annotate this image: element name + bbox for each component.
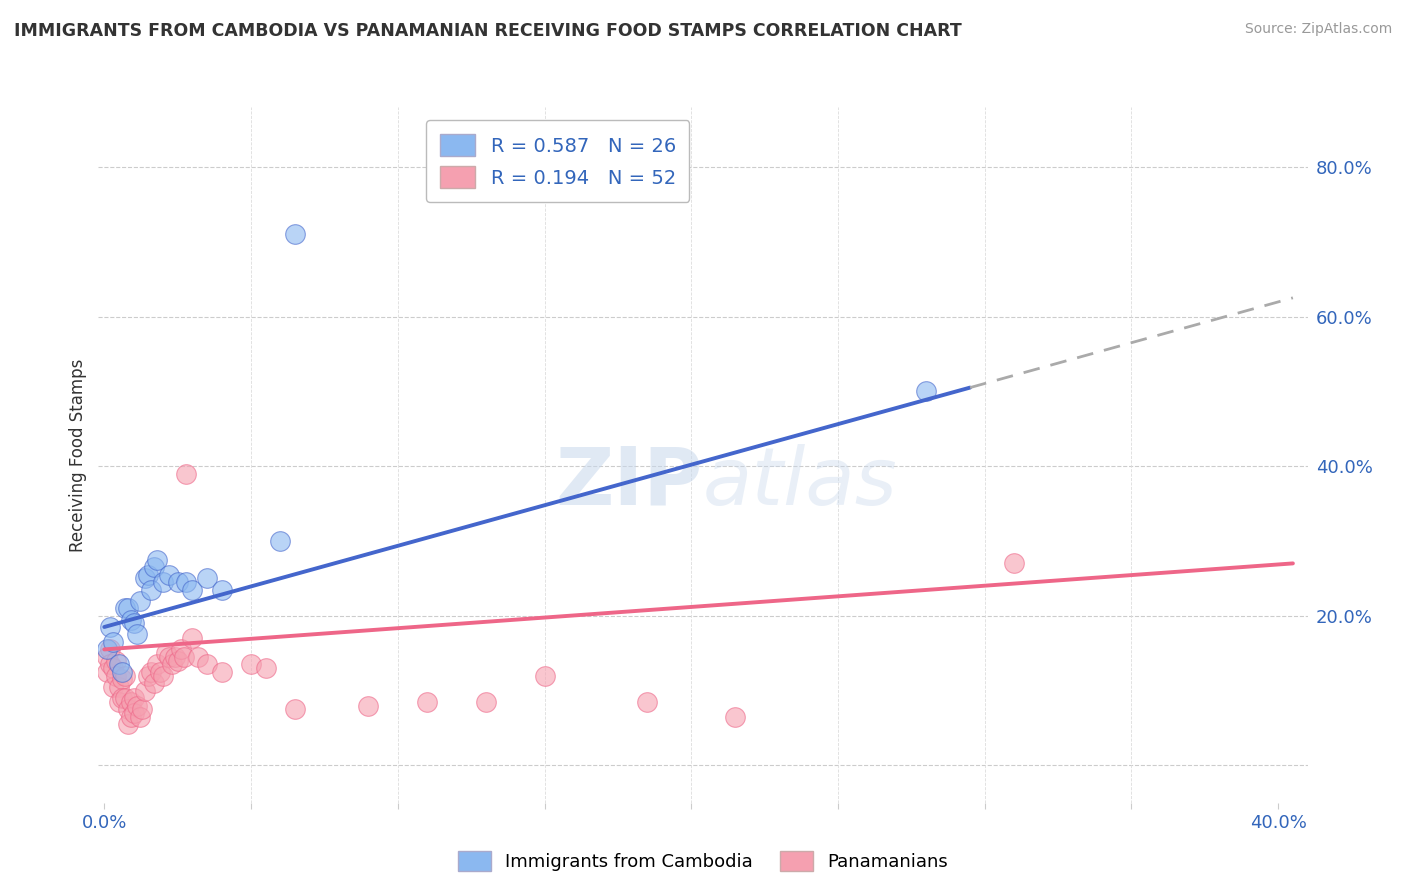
Point bbox=[187, 649, 209, 664]
Point bbox=[105, 668, 128, 682]
Point bbox=[269, 533, 291, 548]
Point bbox=[136, 668, 159, 682]
Point bbox=[152, 668, 174, 682]
Point bbox=[475, 695, 498, 709]
Point bbox=[98, 657, 121, 672]
Point bbox=[915, 384, 938, 399]
Point bbox=[181, 631, 204, 645]
Point bbox=[160, 657, 183, 672]
Point bbox=[169, 642, 191, 657]
Text: atlas: atlas bbox=[703, 443, 898, 522]
Point bbox=[101, 680, 124, 694]
Point bbox=[157, 649, 180, 664]
Point bbox=[117, 717, 139, 731]
Point bbox=[173, 649, 195, 664]
Point bbox=[114, 668, 136, 682]
Point bbox=[114, 691, 136, 706]
Point bbox=[120, 613, 142, 627]
Point bbox=[125, 627, 148, 641]
Point bbox=[125, 698, 148, 713]
Point bbox=[136, 567, 159, 582]
Point bbox=[141, 582, 163, 597]
Point bbox=[111, 691, 134, 706]
Point bbox=[101, 661, 124, 675]
Point bbox=[284, 702, 307, 716]
Point bbox=[724, 710, 747, 724]
Point bbox=[108, 680, 131, 694]
Point bbox=[240, 657, 263, 672]
Point bbox=[111, 673, 134, 687]
Point bbox=[128, 594, 150, 608]
Point bbox=[105, 654, 128, 668]
Point bbox=[533, 668, 555, 682]
Point bbox=[96, 649, 118, 664]
Point bbox=[166, 575, 188, 590]
Point bbox=[141, 665, 163, 679]
Point bbox=[128, 710, 150, 724]
Point bbox=[152, 575, 174, 590]
Point bbox=[117, 601, 139, 615]
Point bbox=[181, 582, 204, 597]
Legend: R = 0.587   N = 26, R = 0.194   N = 52: R = 0.587 N = 26, R = 0.194 N = 52 bbox=[426, 120, 689, 202]
Point bbox=[117, 702, 139, 716]
Point bbox=[96, 665, 118, 679]
Point bbox=[122, 691, 145, 706]
Point bbox=[636, 695, 658, 709]
Point bbox=[211, 665, 233, 679]
Point bbox=[122, 616, 145, 631]
Point bbox=[120, 695, 142, 709]
Point bbox=[131, 702, 153, 716]
Point bbox=[416, 695, 439, 709]
Point bbox=[149, 665, 172, 679]
Point bbox=[155, 646, 177, 660]
Point bbox=[1002, 557, 1025, 571]
Point bbox=[98, 620, 121, 634]
Point bbox=[134, 683, 156, 698]
Point bbox=[122, 706, 145, 720]
Point bbox=[98, 642, 121, 657]
Point bbox=[357, 698, 380, 713]
Point bbox=[114, 601, 136, 615]
Point bbox=[195, 657, 218, 672]
Text: ZIP: ZIP bbox=[555, 443, 703, 522]
Point bbox=[143, 560, 166, 574]
Point bbox=[284, 227, 307, 242]
Point bbox=[195, 571, 218, 585]
Point bbox=[254, 661, 277, 675]
Point bbox=[96, 642, 118, 657]
Point bbox=[111, 665, 134, 679]
Point bbox=[146, 552, 169, 566]
Text: IMMIGRANTS FROM CAMBODIA VS PANAMANIAN RECEIVING FOOD STAMPS CORRELATION CHART: IMMIGRANTS FROM CAMBODIA VS PANAMANIAN R… bbox=[14, 22, 962, 40]
Point bbox=[134, 571, 156, 585]
Point bbox=[211, 582, 233, 597]
Y-axis label: Receiving Food Stamps: Receiving Food Stamps bbox=[69, 359, 87, 551]
Text: Source: ZipAtlas.com: Source: ZipAtlas.com bbox=[1244, 22, 1392, 37]
Point bbox=[101, 635, 124, 649]
Point bbox=[176, 467, 198, 481]
Point bbox=[146, 657, 169, 672]
Legend: Immigrants from Cambodia, Panamanians: Immigrants from Cambodia, Panamanians bbox=[451, 844, 955, 879]
Point bbox=[163, 649, 186, 664]
Point bbox=[143, 676, 166, 690]
Point bbox=[176, 575, 198, 590]
Point bbox=[157, 567, 180, 582]
Point bbox=[108, 695, 131, 709]
Point bbox=[166, 654, 188, 668]
Point bbox=[120, 710, 142, 724]
Point bbox=[108, 657, 131, 672]
